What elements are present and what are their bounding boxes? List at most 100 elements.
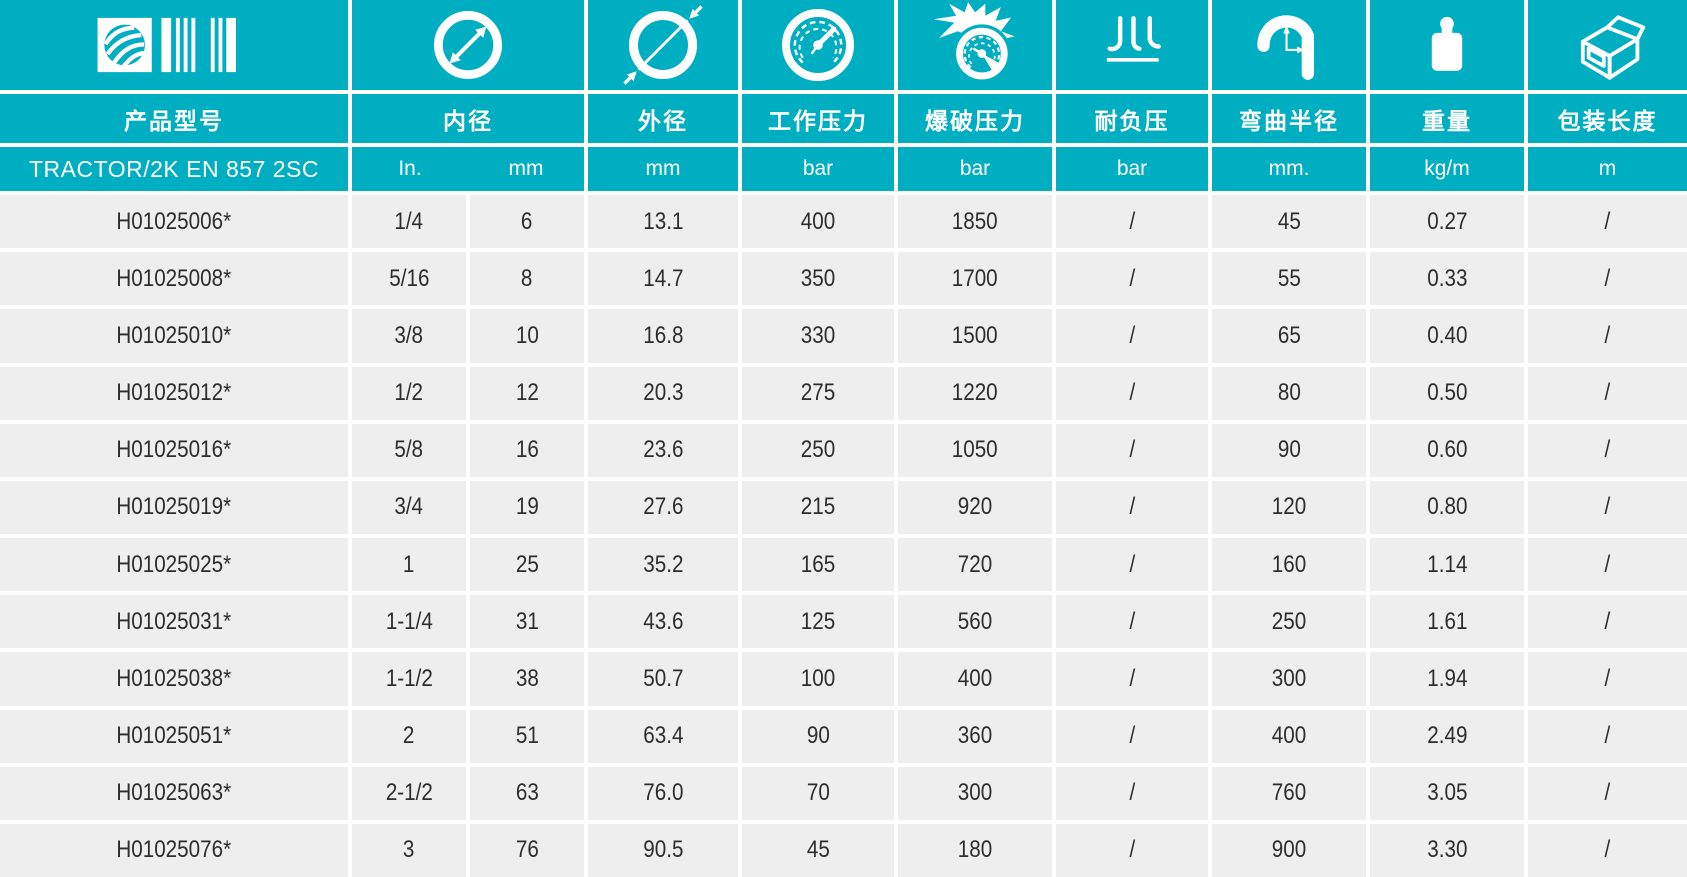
- cell-value: 55: [1277, 264, 1301, 292]
- cell-value: 5/8: [394, 436, 424, 464]
- cell-burst-pressure: 400: [898, 652, 1052, 706]
- cell-value: 6: [521, 207, 533, 235]
- cell-outer-diameter: 50.7: [588, 652, 738, 706]
- unit-label: bar: [802, 157, 834, 180]
- cell-value: 250: [800, 436, 836, 464]
- cell-outer-diameter: 76.0: [588, 766, 738, 820]
- cell-value: /: [1129, 264, 1135, 292]
- cell-vacuum: /: [1056, 195, 1208, 249]
- unit-inner-in: In.: [398, 157, 422, 180]
- cell-value: 23.6: [642, 436, 684, 464]
- cell-value: 13.1: [642, 207, 684, 235]
- cell-inner-diameter-in: 1-1/2: [352, 652, 466, 706]
- cell-bend-radius: 65: [1212, 309, 1366, 363]
- cell-value: 1220: [952, 379, 998, 407]
- cell-working-pressure: 70: [742, 766, 894, 820]
- cell-vacuum: /: [1056, 538, 1208, 592]
- cell-vacuum: /: [1056, 366, 1208, 420]
- cell-value: H01025016*: [116, 436, 232, 464]
- cell-value: 1/4: [394, 207, 424, 235]
- cell-product-code: H01025019*: [0, 480, 348, 534]
- cell-value: 90.5: [642, 836, 684, 864]
- cell-value: 10: [515, 321, 539, 349]
- cell-value: /: [1129, 207, 1135, 235]
- cell-value: 0.80: [1426, 493, 1468, 521]
- cell-working-pressure: 90: [742, 709, 894, 763]
- cell-value: /: [1604, 722, 1611, 750]
- cell-value: 0.40: [1426, 321, 1468, 349]
- cell-inner-diameter-in: 2-1/2: [352, 766, 466, 820]
- cell-inner-diameter-mm: 12: [470, 366, 584, 420]
- cell-weight: 0.40: [1370, 309, 1524, 363]
- cell-value: H01025031*: [116, 607, 232, 635]
- cell-product-code: H01025010*: [0, 309, 348, 363]
- cell-inner-diameter-mm: 31: [470, 595, 584, 649]
- cell-value: /: [1129, 321, 1135, 349]
- cell-value: 560: [957, 607, 993, 635]
- cell-value: H01025012*: [116, 379, 232, 407]
- cell-product-code: H01025076*: [0, 823, 348, 877]
- cell-inner-diameter-mm: 38: [470, 652, 584, 706]
- cell-value: 900: [1271, 836, 1307, 864]
- cell-value: /: [1604, 379, 1611, 407]
- cell-burst-pressure: 920: [898, 480, 1052, 534]
- cell-value: /: [1604, 664, 1611, 692]
- cell-inner-diameter-mm: 6: [470, 195, 584, 249]
- cell-value: 8: [521, 264, 533, 292]
- outer-diameter-icon: [623, 5, 703, 85]
- cell-vacuum: /: [1056, 823, 1208, 877]
- cell-value: 65: [1277, 321, 1301, 349]
- cell-inner-diameter-in: 1/2: [352, 366, 466, 420]
- cell-value: 125: [800, 607, 836, 635]
- cell-working-pressure: 125: [742, 595, 894, 649]
- cell-value: /: [1604, 607, 1611, 635]
- cell-value: 90: [1277, 436, 1301, 464]
- unit-label: m: [1598, 157, 1617, 180]
- cell-bend-radius: 120: [1212, 480, 1366, 534]
- cell-value: /: [1604, 207, 1611, 235]
- cell-value: /: [1129, 722, 1135, 750]
- cell-weight: 0.60: [1370, 423, 1524, 477]
- cell-value: 45: [1277, 207, 1301, 235]
- cell-value: 2: [403, 722, 415, 750]
- cell-value: 0.27: [1426, 207, 1468, 235]
- vacuum-icon: [1106, 16, 1161, 62]
- cell-value: 760: [1271, 779, 1307, 807]
- cell-pack-length: /: [1528, 309, 1687, 363]
- cell-value: 330: [800, 321, 836, 349]
- cell-product-code: H01025016*: [0, 423, 348, 477]
- cell-working-pressure: 165: [742, 538, 894, 592]
- cell-value: 720: [957, 550, 993, 578]
- unit-outer-diameter: mm: [588, 147, 738, 191]
- cell-value: 16: [515, 436, 539, 464]
- unit-bend-radius: mm.: [1212, 147, 1366, 191]
- cell-value: /: [1604, 321, 1611, 349]
- cell-value: 20.3: [642, 379, 684, 407]
- cell-value: 43.6: [642, 607, 684, 635]
- cell-pack-length: /: [1528, 709, 1687, 763]
- cell-inner-diameter-mm: 25: [470, 538, 584, 592]
- cell-value: 63.4: [642, 722, 684, 750]
- cell-value: 27.6: [642, 493, 684, 521]
- cell-burst-pressure: 1220: [898, 366, 1052, 420]
- cell-outer-diameter: 16.8: [588, 309, 738, 363]
- cell-value: 3/8: [394, 321, 424, 349]
- cell-value: 31: [515, 607, 539, 635]
- cell-value: 16.8: [642, 321, 684, 349]
- cell-value: 76: [515, 836, 539, 864]
- cell-value: H01025010*: [116, 321, 232, 349]
- cell-value: 50.7: [642, 664, 684, 692]
- pressure-gauge-icon: [782, 9, 854, 81]
- cell-value: 38: [515, 664, 539, 692]
- bend-radius-icon-cell: [1212, 0, 1366, 90]
- cell-working-pressure: 350: [742, 252, 894, 306]
- cell-bend-radius: 55: [1212, 252, 1366, 306]
- cell-value: 0.60: [1426, 436, 1468, 464]
- cell-inner-diameter-mm: 51: [470, 709, 584, 763]
- cell-value: /: [1129, 779, 1135, 807]
- cell-burst-pressure: 560: [898, 595, 1052, 649]
- unit-inner-diameter: In. mm: [352, 147, 584, 191]
- cell-bend-radius: 400: [1212, 709, 1366, 763]
- column-label: 内径: [443, 107, 493, 134]
- cell-vacuum: /: [1056, 709, 1208, 763]
